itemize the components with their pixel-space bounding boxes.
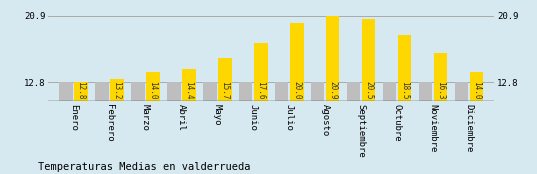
- Bar: [434, 53, 447, 101]
- Text: 17.6: 17.6: [256, 81, 265, 100]
- Bar: [383, 82, 396, 101]
- Bar: [418, 82, 432, 101]
- Bar: [74, 82, 88, 101]
- Text: 20.9: 20.9: [328, 81, 337, 100]
- Bar: [454, 82, 468, 101]
- Bar: [254, 43, 267, 101]
- Bar: [347, 82, 360, 101]
- Text: 14.4: 14.4: [184, 81, 193, 100]
- Text: 14.0: 14.0: [148, 81, 157, 100]
- Bar: [275, 82, 288, 101]
- Bar: [469, 72, 483, 101]
- Text: 13.2: 13.2: [112, 81, 121, 100]
- Text: 14.0: 14.0: [472, 81, 481, 100]
- Bar: [167, 82, 180, 101]
- Bar: [110, 79, 124, 101]
- Text: 12.8: 12.8: [77, 81, 85, 100]
- Text: 15.7: 15.7: [220, 81, 229, 100]
- Bar: [59, 82, 73, 101]
- Text: Temperaturas Medias en valderrueda: Temperaturas Medias en valderrueda: [38, 162, 250, 172]
- Bar: [239, 82, 252, 101]
- Bar: [131, 82, 144, 101]
- Bar: [326, 16, 339, 101]
- Bar: [182, 69, 195, 101]
- Bar: [290, 23, 303, 101]
- Text: 16.3: 16.3: [436, 81, 445, 100]
- Bar: [362, 19, 375, 101]
- Bar: [203, 82, 216, 101]
- Text: 20.5: 20.5: [364, 81, 373, 100]
- Text: 20.0: 20.0: [292, 81, 301, 100]
- Bar: [146, 72, 160, 101]
- Bar: [95, 82, 108, 101]
- Bar: [218, 58, 231, 101]
- Text: 18.5: 18.5: [400, 81, 409, 100]
- Bar: [398, 35, 411, 101]
- Bar: [311, 82, 324, 101]
